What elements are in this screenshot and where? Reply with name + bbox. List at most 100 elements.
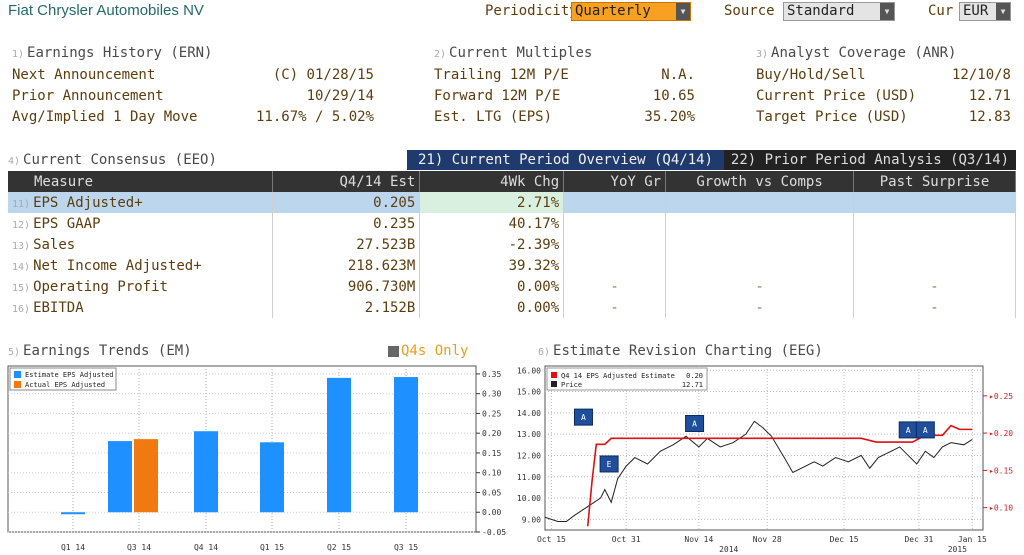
table-row[interactable]: 13) Sales 27.523B -2.39% (8, 234, 1016, 255)
trailing-pe-label: Trailing 12M P/E (434, 67, 569, 83)
y-left-tick-label: 9.00 (522, 515, 541, 524)
row-surprise (853, 192, 1016, 213)
row-number: 12) (12, 219, 31, 231)
row-measure: EBITDA (33, 299, 84, 316)
source-value: Standard (787, 3, 855, 19)
row-yoy (563, 234, 667, 255)
row-surprise: - (853, 297, 1016, 318)
periodicity-label: Periodicity (485, 3, 578, 19)
currency-label: Cur (928, 3, 954, 19)
next-announcement-value: (C) 01/28/15 (272, 67, 374, 83)
current-consensus-link[interactable]: 4) Current Consensus (EEO) (8, 152, 217, 168)
y-tick-label: 0.25 (482, 409, 501, 418)
legend-label-price: Price (561, 381, 582, 389)
y-tick-label: 0.20 (482, 429, 501, 438)
legend-swatch-actual (14, 381, 21, 388)
y-left-tick-label: 13.00 (517, 430, 541, 439)
table-row[interactable]: 15) Operating Profit 906.730M 0.00% - - - (8, 276, 1016, 297)
row-yoy (563, 192, 667, 213)
trailing-pe-value: N.A. (661, 67, 695, 83)
section-number: 1) (12, 49, 25, 60)
legend-value-estimate: 0.20 (686, 372, 703, 380)
target-price-label: Target Price (USD) (756, 109, 908, 125)
x-tick-label: Nov 28 (753, 535, 782, 544)
tab-current-period[interactable]: 21) Current Period Overview (Q4/14) (407, 150, 724, 170)
row-measure: Net Income Adjusted+ (33, 257, 202, 274)
row-est: 218.623M (272, 255, 421, 276)
col-est[interactable]: Q4/14 Est (272, 171, 421, 192)
row-surprise (853, 255, 1016, 276)
row-measure: Sales (33, 236, 76, 253)
legend-label-actual: Actual EPS Adjusted (25, 381, 105, 389)
y-tick-label: 0.10 (482, 469, 501, 478)
q4-only-checkbox[interactable]: Q4s Only (388, 343, 468, 359)
row-chg: 0.00% (419, 276, 565, 297)
next-announcement-label: Next Announcement (12, 67, 156, 83)
x-tick-label: Q1 15 (260, 543, 284, 552)
legend-box (546, 367, 708, 391)
table-row[interactable]: 14) Net Income Adjusted+ 218.623M 39.32% (8, 255, 1016, 276)
estimate-revision-line (586, 424, 973, 527)
chevron-down-icon: ▼ (676, 3, 690, 20)
x-year-label: 2014 (719, 545, 738, 554)
event-marker (573, 408, 593, 426)
tab-prior-period[interactable]: 22) Prior Period Analysis (Q3/14) (724, 150, 1016, 170)
target-price-value: 12.83 (968, 109, 1011, 125)
y-right-tick-label: ▸0.10 (989, 504, 1013, 513)
section-number: 6) (538, 347, 551, 358)
chevron-down-icon: ▼ (880, 3, 894, 20)
event-marker (599, 455, 619, 473)
table-row[interactable]: 12) EPS GAAP 0.235 40.17% (8, 213, 1016, 234)
estimate-bar (108, 441, 132, 513)
y-tick-label: 0.05 (482, 488, 501, 497)
estimate-bar (394, 377, 418, 513)
x-tick-label: Oct 31 (612, 535, 641, 544)
row-est: 0.235 (272, 213, 421, 234)
analyst-coverage-link[interactable]: 3) Analyst Coverage (ANR) (756, 45, 956, 61)
current-price-label: Current Price (USD) (756, 88, 917, 104)
estimate-revision-title: Estimate Revision Charting (EEG) (553, 343, 823, 359)
periodicity-select[interactable]: Quarterly ▼ (571, 2, 691, 21)
row-chg: -2.39% (419, 234, 565, 255)
est-ltg-value: 35.20% (644, 109, 695, 125)
chevron-down-icon: ▼ (996, 3, 1010, 20)
col-growth-vs-comps[interactable]: Growth vs Comps (665, 171, 855, 192)
section-number: 4) (8, 156, 21, 167)
earnings-history-link[interactable]: 1) Earnings History (ERN) (12, 45, 212, 61)
row-measure: EPS Adjusted+ (33, 194, 143, 211)
col-yoy[interactable]: YoY Gr (563, 171, 667, 192)
row-chg: 0.00% (419, 297, 565, 318)
y-tick-label: 0.00 (482, 508, 501, 517)
current-multiples-link[interactable]: 2) Current Multiples (434, 45, 592, 61)
event-marker (915, 421, 935, 439)
forward-pe-label: Forward 12M P/E (434, 88, 561, 104)
y-right-tick-label: ▸0.15 (989, 466, 1013, 475)
earnings-trends-link[interactable]: 5) Earnings Trends (EM) (8, 343, 192, 359)
col-measure[interactable]: Measure (8, 171, 274, 192)
event-marker-label: A (581, 413, 586, 422)
legend-label-estimate: Q4 14 EPS Adjusted Estimate (561, 372, 675, 380)
section-number: 5) (8, 347, 21, 358)
col-4wk-chg[interactable]: 4Wk Chg (419, 171, 565, 192)
row-comps: - (665, 276, 855, 297)
estimate-bar (260, 442, 284, 513)
row-est: 0.205 (272, 192, 421, 213)
y-left-tick-label: 11.00 (517, 473, 541, 482)
table-row[interactable]: 11) EPS Adjusted+ 0.205 2.71% (8, 192, 1016, 213)
prior-announcement-label: Prior Announcement (12, 88, 164, 104)
source-select[interactable]: Standard ▼ (783, 2, 895, 21)
row-number: 11) (12, 198, 31, 210)
table-row[interactable]: 16) EBITDA 2.152B 0.00% - - - (8, 297, 1016, 318)
actual-bar (134, 439, 158, 513)
row-est: 27.523B (272, 234, 421, 255)
x-tick-label: Nov 14 (684, 535, 713, 544)
row-comps (665, 213, 855, 234)
y-tick-label: -0.05 (482, 528, 506, 537)
col-past-surprise[interactable]: Past Surprise (853, 171, 1016, 192)
buy-hold-sell-label: Buy/Hold/Sell (756, 67, 866, 83)
estimate-bar (61, 512, 85, 515)
estimate-revision-link[interactable]: 6) Estimate Revision Charting (EEG) (538, 343, 823, 359)
currency-select[interactable]: EUR ▼ (959, 2, 1011, 21)
row-number: 15) (12, 282, 31, 294)
row-comps: - (665, 297, 855, 318)
